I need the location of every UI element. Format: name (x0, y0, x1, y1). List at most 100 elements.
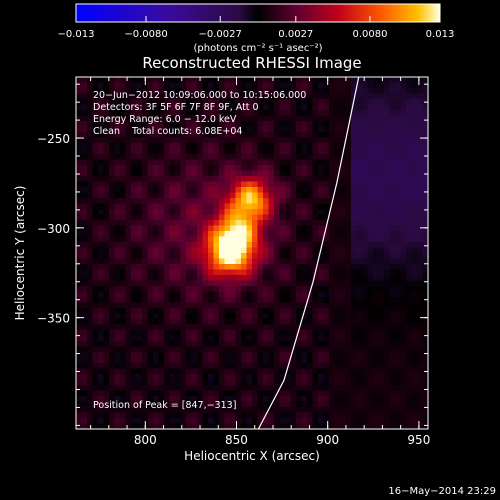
heatmap-cell (224, 236, 231, 243)
heatmap-cell (334, 352, 341, 358)
heatmap-cell (241, 412, 247, 419)
heatmap-cell (191, 121, 198, 127)
heatmap-cell (131, 115, 137, 122)
heatmap-cell (384, 126, 390, 133)
heatmap-cell (367, 302, 374, 309)
heatmap-cell (131, 418, 137, 424)
heatmap-cell (208, 396, 214, 402)
heatmap-cell (241, 231, 247, 237)
heatmap-cell (180, 192, 187, 199)
heatmap-cell (279, 280, 286, 287)
heatmap-cell (120, 412, 126, 419)
heatmap-cell (197, 280, 203, 287)
heatmap-cell (411, 385, 418, 391)
heatmap-cell (406, 346, 412, 353)
heatmap-cell (164, 110, 170, 116)
heatmap-cell (307, 341, 313, 347)
heatmap-cell (186, 275, 192, 281)
heatmap-cell (279, 88, 286, 94)
heatmap-cell (356, 209, 363, 215)
heatmap-cell (98, 104, 104, 111)
heatmap-cell (87, 368, 93, 375)
heatmap-cell (125, 396, 132, 402)
heatmap-cell (87, 302, 93, 309)
heatmap-cell (142, 269, 148, 276)
heatmap-cell (312, 308, 319, 314)
heatmap-cell (362, 115, 368, 122)
heatmap-cell (312, 418, 319, 424)
heatmap-cell (120, 357, 126, 364)
heatmap-cell (252, 396, 258, 402)
heatmap-cell (125, 423, 132, 429)
heatmap-cell (169, 88, 176, 94)
heatmap-cell (301, 242, 308, 248)
heatmap-cell (422, 412, 428, 419)
heatmap-cell (301, 418, 308, 424)
heatmap-cell (318, 357, 324, 364)
heatmap-cell (373, 275, 379, 281)
heatmap-cell (296, 77, 302, 83)
heatmap-cell (340, 412, 346, 419)
heatmap-cell (367, 357, 374, 364)
heatmap-cell (373, 121, 379, 127)
heatmap-cell (125, 363, 132, 369)
heatmap-cell (411, 423, 418, 429)
heatmap-cell (158, 88, 165, 94)
heatmap-cell (76, 132, 82, 138)
heatmap-cell (235, 165, 242, 171)
heatmap-cell (246, 286, 253, 292)
heatmap-cell (307, 275, 313, 281)
heatmap-cell (219, 132, 225, 138)
heatmap-cell (318, 236, 324, 243)
heatmap-cell (296, 379, 302, 386)
heatmap-cell (219, 137, 225, 144)
heatmap-cell (411, 390, 418, 397)
heatmap-cell (356, 99, 363, 105)
heatmap-cell (356, 379, 363, 386)
heatmap-cell (186, 159, 192, 166)
heatmap-cell (263, 352, 269, 358)
heatmap-cell (202, 253, 209, 259)
heatmap-cell (98, 330, 104, 336)
heatmap-cell (329, 286, 335, 292)
heatmap-cell (257, 110, 264, 116)
heatmap-cell (345, 374, 352, 380)
heatmap-cell (400, 341, 407, 347)
heatmap-cell (158, 209, 165, 215)
heatmap-cell (103, 313, 110, 320)
heatmap-cell (81, 93, 88, 100)
heatmap-cell (268, 379, 275, 386)
heatmap-cell (169, 121, 176, 127)
heatmap-cell (191, 308, 198, 314)
heatmap-cell (153, 198, 159, 204)
heatmap-cell (120, 264, 126, 270)
heatmap-cell (252, 143, 258, 149)
heatmap-cell (224, 401, 231, 408)
heatmap-cell (175, 357, 181, 364)
heatmap-cell (142, 236, 148, 243)
heatmap-cell (120, 143, 126, 149)
heatmap-cell (395, 319, 401, 325)
heatmap-cell (131, 181, 137, 188)
heatmap-cell (400, 198, 407, 204)
heatmap-cell (208, 148, 214, 155)
heatmap-cell (323, 154, 330, 160)
heatmap-cell (235, 154, 242, 160)
heatmap-cell (301, 319, 308, 325)
heatmap-cell (213, 236, 220, 243)
heatmap-cell (202, 126, 209, 133)
heatmap-cell (191, 115, 198, 122)
heatmap-cell (312, 192, 319, 199)
heatmap-cell (367, 264, 374, 270)
heatmap-cell (411, 236, 418, 243)
heatmap-cell (92, 368, 99, 375)
heatmap-cell (406, 253, 412, 259)
heatmap-cell (362, 335, 368, 342)
heatmap-cell (98, 346, 104, 353)
heatmap-cell (268, 247, 275, 254)
heatmap-cell (169, 264, 176, 270)
heatmap-cell (400, 346, 407, 353)
heatmap-cell (384, 319, 390, 325)
heatmap-cell (301, 330, 308, 336)
heatmap-cell (257, 247, 264, 254)
